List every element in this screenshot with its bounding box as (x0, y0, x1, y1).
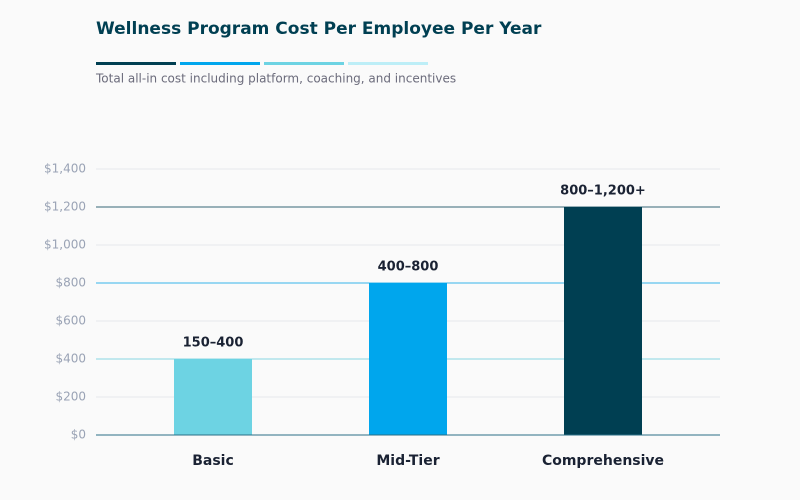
y-tick-label: $600 (55, 314, 86, 328)
accent-segment (348, 62, 428, 65)
y-tick-label: $400 (55, 352, 86, 366)
x-tick-label: Basic (192, 453, 234, 469)
accent-segment (264, 62, 344, 65)
bar (174, 359, 252, 435)
chart-title: Wellness Program Cost Per Employee Per Y… (96, 19, 542, 39)
x-tick-label: Comprehensive (542, 453, 664, 469)
value-label: 400–800 (378, 260, 439, 275)
x-tick-label: Mid-Tier (376, 453, 439, 469)
y-tick-label: $200 (55, 390, 86, 404)
y-tick-label: $1,000 (44, 238, 86, 252)
accent-segment (96, 62, 176, 65)
y-tick-label: $800 (55, 276, 86, 290)
chart-subtitle: Total all-in cost including platform, co… (95, 72, 456, 86)
bar (564, 207, 642, 435)
value-label: 150–400 (183, 336, 244, 351)
value-label: 800–1,200+ (560, 184, 646, 199)
y-tick-label: $1,200 (44, 200, 86, 214)
bar (369, 283, 447, 435)
y-tick-label: $0 (71, 428, 86, 442)
accent-segment (180, 62, 260, 65)
title-accent (96, 62, 428, 65)
y-tick-label: $1,400 (44, 162, 86, 176)
